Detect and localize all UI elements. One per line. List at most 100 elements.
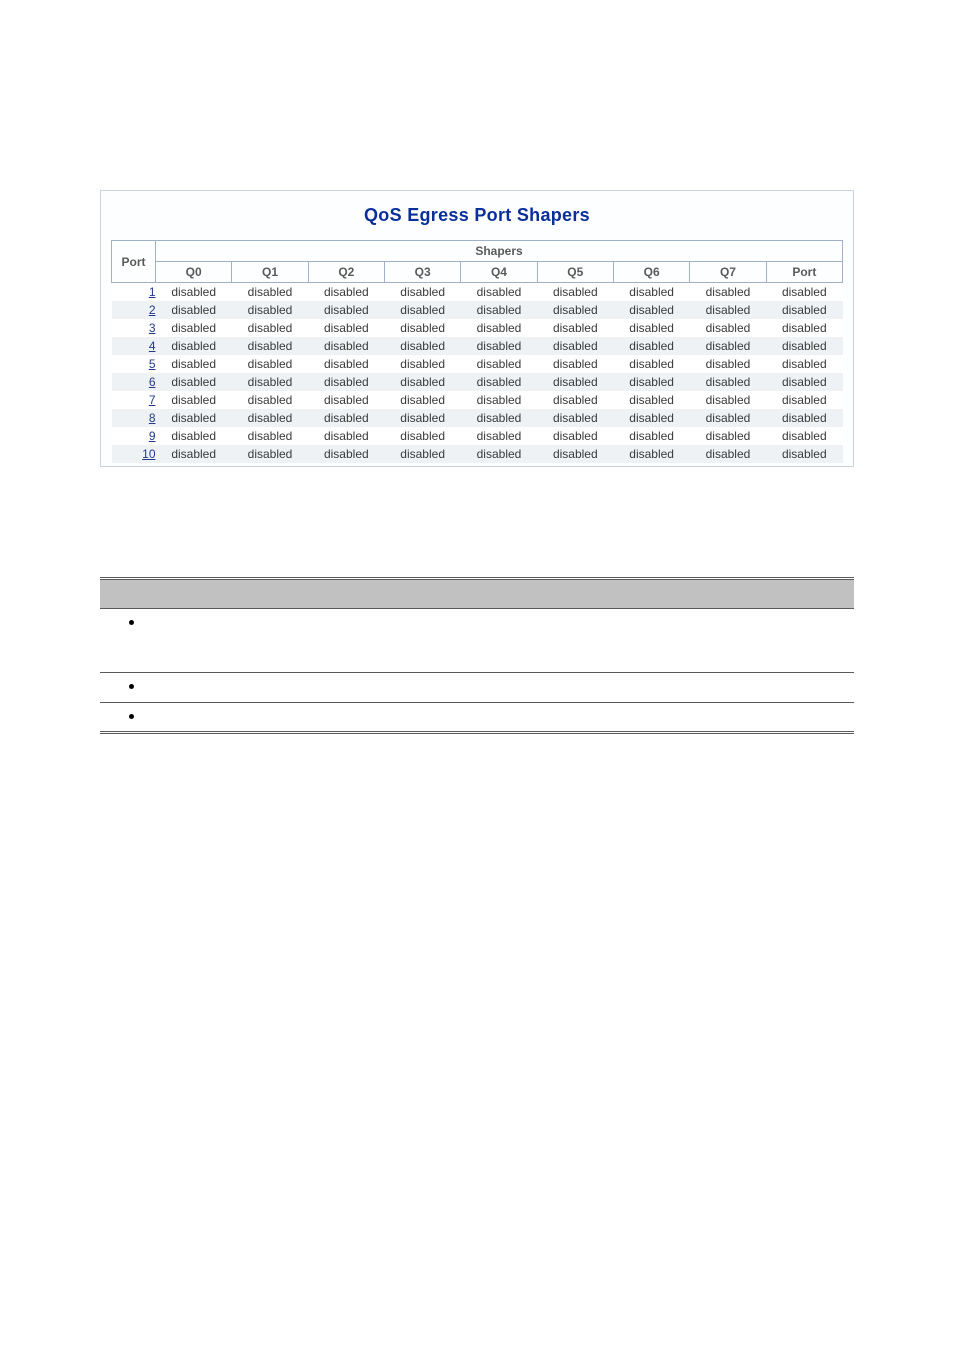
value-cell: disabled [308, 445, 384, 463]
value-cell: disabled [613, 283, 689, 302]
description-table-wrap [100, 577, 854, 734]
port-cell: 1 [112, 283, 156, 302]
port-cell: 7 [112, 391, 156, 409]
value-cell: disabled [613, 391, 689, 409]
value-cell: disabled [461, 391, 537, 409]
table-row: 8disableddisableddisableddisableddisable… [112, 409, 843, 427]
port-link[interactable]: 3 [149, 321, 156, 335]
col-header-group-shapers: Shapers [156, 241, 843, 262]
value-cell: disabled [384, 319, 460, 337]
value-cell: disabled [461, 409, 537, 427]
value-cell: disabled [613, 337, 689, 355]
desc-header-row [100, 579, 854, 609]
value-cell: disabled [537, 445, 613, 463]
value-cell: disabled [766, 301, 842, 319]
desc-header-cell-right [290, 579, 854, 609]
value-cell: disabled [308, 409, 384, 427]
value-cell: disabled [766, 319, 842, 337]
value-cell: disabled [537, 283, 613, 302]
desc-cell-right [290, 703, 854, 733]
value-cell: disabled [156, 301, 232, 319]
port-link[interactable]: 8 [149, 411, 156, 425]
table-row: 10disableddisableddisableddisableddisabl… [112, 445, 843, 463]
value-cell: disabled [537, 391, 613, 409]
value-cell: disabled [384, 409, 460, 427]
port-link[interactable]: 1 [149, 285, 156, 299]
value-cell: disabled [384, 337, 460, 355]
value-cell: disabled [156, 337, 232, 355]
value-cell: disabled [308, 427, 384, 445]
desc-cell-right [290, 609, 854, 673]
desc-header-cell-left [100, 579, 290, 609]
value-cell: disabled [461, 337, 537, 355]
value-cell: disabled [308, 373, 384, 391]
value-cell: disabled [537, 319, 613, 337]
value-cell: disabled [766, 445, 842, 463]
col-header-q5: Q5 [537, 262, 613, 283]
port-link[interactable]: 10 [142, 447, 155, 461]
port-cell: 4 [112, 337, 156, 355]
port-link[interactable]: 5 [149, 357, 156, 371]
col-header-port: Port [112, 241, 156, 283]
value-cell: disabled [613, 409, 689, 427]
value-cell: disabled [308, 355, 384, 373]
value-cell: disabled [537, 373, 613, 391]
value-cell: disabled [308, 319, 384, 337]
value-cell: disabled [232, 427, 308, 445]
value-cell: disabled [156, 319, 232, 337]
value-cell: disabled [537, 355, 613, 373]
table-row: 5disableddisableddisableddisableddisable… [112, 355, 843, 373]
value-cell: disabled [461, 427, 537, 445]
value-cell: disabled [232, 319, 308, 337]
value-cell: disabled [461, 319, 537, 337]
value-cell: disabled [232, 373, 308, 391]
col-header-q4: Q4 [461, 262, 537, 283]
value-cell: disabled [766, 409, 842, 427]
col-header-q3: Q3 [384, 262, 460, 283]
value-cell: disabled [690, 337, 766, 355]
value-cell: disabled [384, 373, 460, 391]
col-header-q7: Q7 [690, 262, 766, 283]
bullet-icon [129, 620, 134, 625]
value-cell: disabled [613, 445, 689, 463]
value-cell: disabled [461, 445, 537, 463]
value-cell: disabled [690, 373, 766, 391]
value-cell: disabled [156, 445, 232, 463]
value-cell: disabled [766, 391, 842, 409]
value-cell: disabled [232, 337, 308, 355]
value-cell: disabled [156, 373, 232, 391]
table-row: 2disableddisableddisableddisableddisable… [112, 301, 843, 319]
value-cell: disabled [384, 283, 460, 302]
value-cell: disabled [461, 283, 537, 302]
port-link[interactable]: 9 [149, 429, 156, 443]
value-cell: disabled [766, 355, 842, 373]
col-header-q1: Q1 [232, 262, 308, 283]
port-link[interactable]: 4 [149, 339, 156, 353]
value-cell: disabled [537, 337, 613, 355]
port-link[interactable]: 7 [149, 393, 156, 407]
desc-cell-left [100, 703, 290, 733]
qos-table-body: 1disableddisableddisableddisableddisable… [112, 283, 843, 464]
table-row: 3disableddisableddisableddisableddisable… [112, 319, 843, 337]
port-cell: 8 [112, 409, 156, 427]
port-cell: 3 [112, 319, 156, 337]
value-cell: disabled [690, 445, 766, 463]
value-cell: disabled [613, 355, 689, 373]
table-row: 7disableddisableddisableddisableddisable… [112, 391, 843, 409]
table-row: 9disableddisableddisableddisableddisable… [112, 427, 843, 445]
col-header-port2: Port [766, 262, 842, 283]
port-link[interactable]: 2 [149, 303, 156, 317]
value-cell: disabled [461, 355, 537, 373]
qos-table-head: Port Shapers Q0 Q1 Q2 Q3 Q4 Q5 Q6 Q7 Por… [112, 241, 843, 283]
desc-row [100, 703, 854, 733]
value-cell: disabled [613, 301, 689, 319]
value-cell: disabled [232, 409, 308, 427]
value-cell: disabled [156, 283, 232, 302]
port-cell: 2 [112, 301, 156, 319]
value-cell: disabled [232, 445, 308, 463]
port-link[interactable]: 6 [149, 375, 156, 389]
value-cell: disabled [461, 373, 537, 391]
value-cell: disabled [384, 355, 460, 373]
value-cell: disabled [384, 445, 460, 463]
table-row: 1disableddisableddisableddisableddisable… [112, 283, 843, 302]
